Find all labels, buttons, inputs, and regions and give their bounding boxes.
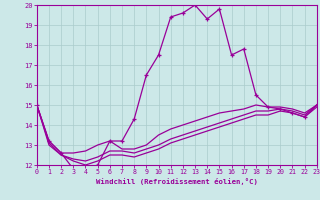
- X-axis label: Windchill (Refroidissement éolien,°C): Windchill (Refroidissement éolien,°C): [96, 178, 258, 185]
